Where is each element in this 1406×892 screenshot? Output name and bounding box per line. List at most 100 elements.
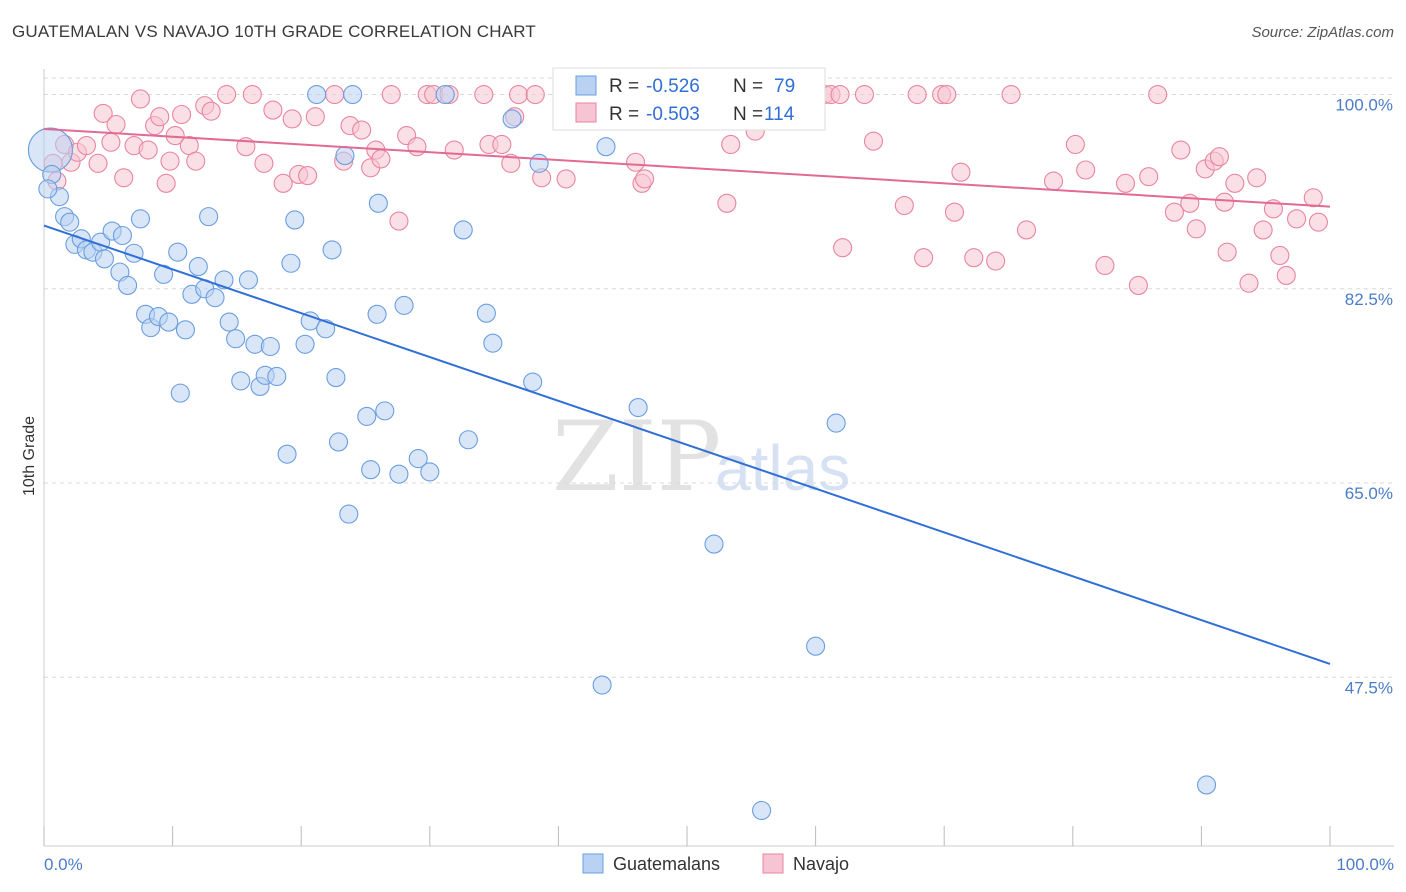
x-tick-label-max: 100.0% [1336,855,1394,874]
guatemalans-point-43 [295,334,315,354]
guatemalans-point-67 [502,109,522,129]
chart-title: GUATEMALAN VS NAVAJO 10TH GRADE CORRELAT… [12,22,536,41]
navajo-point-41 [381,84,401,105]
guatemalans-point-52 [343,84,363,105]
y-tick-labels: 100.0% 82.5% 65.0% 47.5% [1335,96,1393,698]
navajo-point-10 [114,168,134,188]
navajo-point-78 [894,195,914,216]
guatemalans-point-39 [267,366,287,387]
navajo-point-97 [1164,202,1184,222]
guatemalans-point-31 [219,312,239,332]
navajo-point-68 [721,134,741,155]
guatemalans-point-53 [357,406,377,426]
series-guatemalans-points [27,84,1217,821]
navajo-point-34 [325,84,345,105]
legend-swatch-guatemalans [575,75,597,96]
x-tick-label-min: 0.0% [44,855,83,874]
navajo-point-37 [352,120,372,140]
guatemalans-point-24 [175,320,196,340]
navajo-point-51 [492,134,512,155]
navajo-point-98 [1171,140,1191,160]
guatemalans-point-54 [361,460,381,480]
guatemalans-point-50 [335,146,355,166]
navajo-point-90 [1065,134,1085,155]
guatemalans-point-61 [420,462,440,482]
navajo-point-96 [1148,84,1168,105]
guatemalans-point-13 [112,225,132,246]
navajo-point-33 [305,107,325,127]
guatemalans-point-56 [368,193,388,213]
navajo-point-114 [1303,188,1323,208]
bottom-legend: Guatemalans Navajo [582,853,849,874]
navajo-point-82 [937,84,957,105]
navajo-point-113 [1287,209,1307,229]
navajo-point-28 [263,100,283,120]
navajo-point-103 [1209,147,1229,167]
watermark-zip: ZIP [552,401,721,513]
navajo-point-26 [242,84,262,105]
legend-swatch-navajo [575,102,597,123]
guatemalans-point-60 [408,449,428,469]
navajo-point-80 [914,248,934,268]
legend-r-value-guatemalans: -0.526 [646,76,700,97]
guatemalans-point-45 [307,84,327,105]
guatemalans-point-69 [529,153,549,173]
guatemalans-point-76 [826,413,846,433]
navajo-point-74 [830,84,850,105]
legend-n-label-navajo: N = [733,104,763,125]
guatemalans-point-28 [199,207,219,227]
guatemalans-point-77 [1196,775,1217,795]
guatemalans-point-57 [375,401,395,421]
navajo-point-21 [186,151,206,171]
navajo-point-95 [1139,167,1159,187]
navajo-point-16 [156,173,176,193]
navajo-point-6 [88,153,108,173]
navajo-point-108 [1247,168,1267,188]
navajo-point-105 [1217,242,1237,262]
guatemalans-point-32 [226,329,246,349]
bottom-legend-swatch-guatemalans [582,853,604,874]
guatemalans-point-51 [339,504,359,524]
guatemalans-point-48 [326,368,346,388]
y-tick-label-2: 65.0% [1345,484,1393,503]
navajo-point-79 [907,84,927,105]
navajo-point-23 [201,101,221,121]
navajo-point-12 [130,89,150,109]
navajo-point-83 [944,202,965,222]
guatemalans-point-22 [168,242,188,262]
navajo-point-115 [1308,212,1328,232]
guatemalans-point-70 [592,675,612,695]
guatemalans-point-16 [130,209,150,229]
navajo-point-86 [986,251,1006,271]
legend-frame [552,67,826,131]
navajo-point-61 [626,152,646,172]
guatemalans-point-63 [453,220,473,240]
guatemalans-point-65 [476,303,496,323]
guatemalans-point-55 [367,304,387,324]
navajo-point-87 [1001,84,1021,105]
guatemalans-point-14 [118,275,138,296]
guatemalans-point-59 [394,295,414,315]
navajo-point-13 [138,140,158,160]
navajo-point-107 [1239,273,1259,293]
guatemalans-point-34 [238,270,259,290]
guatemalans-point-40 [277,444,297,464]
navajo-point-52 [501,153,521,173]
guatemalans-point-26 [188,257,208,277]
guatemalans-point-47 [322,240,342,260]
y-tick-label-0: 100.0% [1335,96,1393,115]
guatemalans-point-74 [752,800,772,821]
navajo-point-89 [1043,171,1064,191]
guatemalans-point-66 [483,333,503,353]
navajo-point-44 [407,137,427,157]
navajo-point-104 [1214,192,1235,212]
guatemalans-point-33 [231,371,251,391]
bottom-legend-swatch-navajo [762,853,784,874]
bottom-legend-label-navajo: Navajo [793,854,849,874]
navajo-point-5 [76,136,96,156]
navajo-point-8 [101,132,121,152]
guatemalans-point-62 [435,84,455,105]
legend-n-label-guatemalans: N = [733,76,763,97]
navajo-point-7 [93,103,113,123]
y-axis-title: 10th Grade [21,416,38,496]
